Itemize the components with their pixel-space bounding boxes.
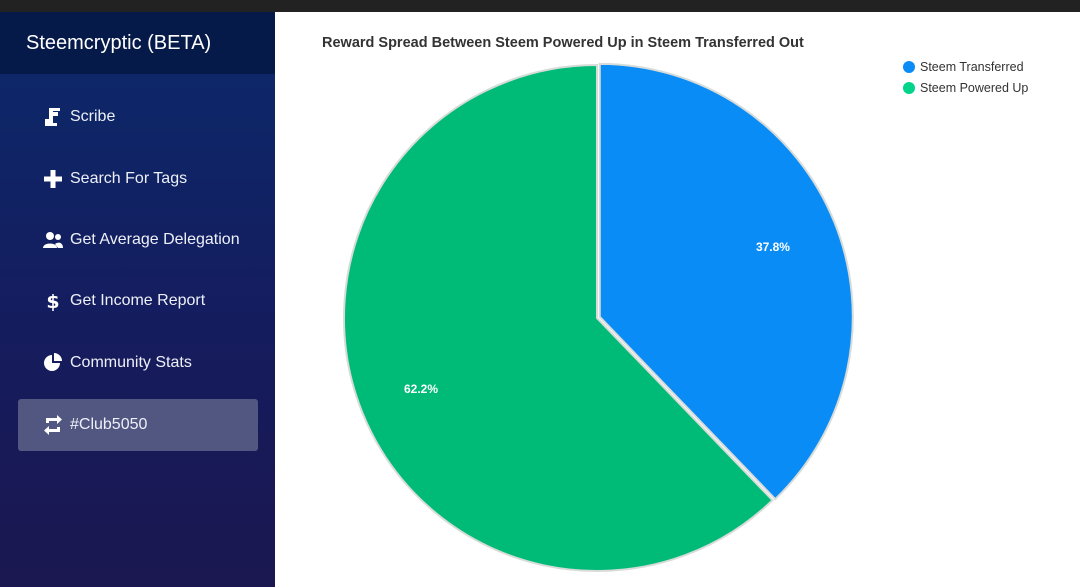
sidebar-item-label: Scribe [70, 108, 116, 125]
main-content: Reward Spread Between Steem Powered Up i… [275, 12, 1080, 587]
pie-slice-steem-powered-up[interactable] [343, 63, 774, 572]
chart-title: Reward Spread Between Steem Powered Up i… [322, 35, 804, 51]
top-bar [0, 0, 1080, 12]
sidebar: Steemcryptic (BETA) Scribe Search For Ta… [0, 12, 275, 587]
sidebar-item-label: Community Stats [70, 354, 192, 371]
sidebar-item-community-stats[interactable]: Community Stats [18, 337, 258, 389]
legend-item-steem-transferred[interactable]: Steem Transferred [903, 56, 1028, 77]
sidebar-item-label: #Club5050 [70, 416, 148, 433]
retweet-icon [42, 414, 64, 436]
legend-swatch [903, 81, 915, 94]
sidebar-item-label: Search For Tags [70, 170, 188, 187]
chart-legend: Steem Transferred Steem Powered Up [903, 56, 1028, 98]
pie-chart: 37.8% 62.2% [343, 62, 854, 572]
legend-label: Steem Powered Up [920, 80, 1029, 95]
sidebar-item-label: Get Average Delegation [70, 231, 240, 248]
sidebar-item-get-income-report[interactable]: $ Get Income Report [18, 275, 258, 327]
sidebar-item-club5050[interactable]: #Club5050 [18, 399, 258, 451]
legend-swatch [903, 60, 915, 73]
dollar-icon: $ [42, 290, 64, 312]
scribe-icon [42, 106, 64, 128]
plus-icon [42, 168, 64, 190]
legend-item-steem-powered-up[interactable]: Steem Powered Up [903, 77, 1028, 98]
pie-slice-label: 62.2% [404, 382, 438, 396]
users-icon [42, 229, 64, 251]
legend-label: Steem Transferred [920, 59, 1024, 74]
sidebar-item-scribe[interactable]: Scribe [18, 91, 258, 143]
sidebar-item-search-for-tags[interactable]: Search For Tags [18, 153, 258, 205]
sidebar-item-label: Get Income Report [70, 292, 206, 309]
pie-chart-icon [42, 352, 64, 374]
pie-slice-steem-transferred[interactable] [598, 62, 854, 501]
svg-text:$: $ [46, 291, 59, 312]
app-title[interactable]: Steemcryptic (BETA) [0, 12, 275, 74]
pie-slice-label: 37.8% [756, 240, 790, 254]
sidebar-item-get-average-delegation[interactable]: Get Average Delegation [18, 214, 258, 266]
